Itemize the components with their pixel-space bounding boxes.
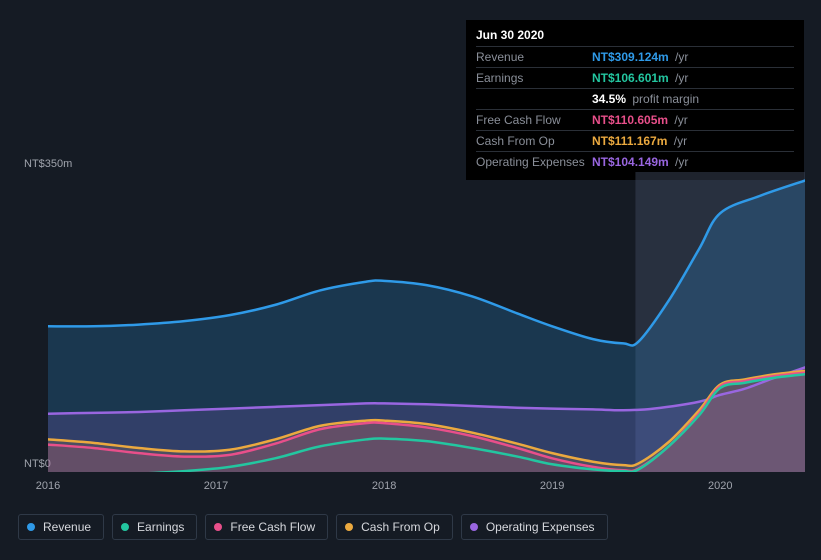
tooltip-row: Cash From OpNT$111.167m /yr xyxy=(476,130,794,151)
tooltip-row-label xyxy=(476,91,592,107)
legend-dot-icon xyxy=(27,523,35,531)
legend-item-label: Operating Expenses xyxy=(486,520,595,534)
tooltip-row: Operating ExpensesNT$104.149m /yr xyxy=(476,151,794,172)
tooltip-row-label: Operating Expenses xyxy=(476,154,592,170)
legend-item-label: Free Cash Flow xyxy=(230,520,315,534)
y-axis-zero-label: NT$0 xyxy=(24,458,51,470)
tooltip-row-unit: /yr xyxy=(672,50,689,64)
tooltip-row-unit: profit margin xyxy=(629,92,699,106)
tooltip-row-label: Earnings xyxy=(476,70,592,86)
tooltip-row-value-wrap: NT$110.605m /yr xyxy=(592,112,688,128)
legend-item-earnings[interactable]: Earnings xyxy=(112,514,197,540)
legend-dot-icon xyxy=(214,523,222,531)
legend-item-free-cash-flow[interactable]: Free Cash Flow xyxy=(205,514,328,540)
tooltip-row: RevenueNT$309.124m /yr xyxy=(476,46,794,67)
legend-item-label: Cash From Op xyxy=(361,520,440,534)
legend: Revenue Earnings Free Cash Flow Cash From O… xyxy=(18,514,608,540)
tooltip-row: EarningsNT$106.601m /yr xyxy=(476,67,794,88)
tooltip-row: Free Cash FlowNT$110.605m /yr xyxy=(476,109,794,130)
tooltip-row: 34.5% profit margin xyxy=(476,88,794,109)
tooltip-row-value-wrap: 34.5% profit margin xyxy=(592,91,699,107)
x-axis: 20162017201820192020 xyxy=(48,480,805,496)
tooltip-row-value-wrap: NT$111.167m /yr xyxy=(592,133,687,149)
legend-item-label: Earnings xyxy=(137,520,184,534)
x-axis-label: 2018 xyxy=(372,480,396,492)
area-chart xyxy=(48,172,805,472)
legend-item-revenue[interactable]: Revenue xyxy=(18,514,104,540)
legend-item-label: Revenue xyxy=(43,520,91,534)
tooltip-date: Jun 30 2020 xyxy=(476,26,794,46)
legend-item-cash-from-op[interactable]: Cash From Op xyxy=(336,514,453,540)
tooltip-row-value: NT$104.149m xyxy=(592,155,669,169)
tooltip-row-value: NT$111.167m xyxy=(592,134,667,148)
legend-dot-icon xyxy=(470,523,478,531)
chart-area[interactable] xyxy=(48,172,805,472)
tooltip-row-unit: /yr xyxy=(671,113,688,127)
x-axis-label: 2016 xyxy=(36,480,60,492)
tooltip-row-value-wrap: NT$106.601m /yr xyxy=(592,70,688,86)
tooltip-row-value: NT$110.605m xyxy=(592,113,668,127)
tooltip-card: Jun 30 2020 RevenueNT$309.124m /yrEarnin… xyxy=(466,20,804,180)
tooltip-row-value: NT$106.601m xyxy=(592,71,669,85)
tooltip-row-value-wrap: NT$104.149m /yr xyxy=(592,154,688,170)
tooltip-row-label: Revenue xyxy=(476,49,592,65)
legend-item-operating-expenses[interactable]: Operating Expenses xyxy=(461,514,608,540)
legend-dot-icon xyxy=(345,523,353,531)
legend-dot-icon xyxy=(121,523,129,531)
tooltip-row-label: Cash From Op xyxy=(476,133,592,149)
tooltip-row-value: 34.5% xyxy=(592,92,626,106)
x-axis-label: 2017 xyxy=(204,480,228,492)
y-axis-max-label: NT$350m xyxy=(24,158,72,170)
tooltip-row-unit: /yr xyxy=(672,155,689,169)
tooltip-row-unit: /yr xyxy=(672,71,689,85)
tooltip-row-unit: /yr xyxy=(670,134,687,148)
tooltip-row-value-wrap: NT$309.124m /yr xyxy=(592,49,688,65)
tooltip-row-label: Free Cash Flow xyxy=(476,112,592,128)
x-axis-label: 2020 xyxy=(708,480,732,492)
tooltip-row-value: NT$309.124m xyxy=(592,50,669,64)
x-axis-label: 2019 xyxy=(540,480,564,492)
